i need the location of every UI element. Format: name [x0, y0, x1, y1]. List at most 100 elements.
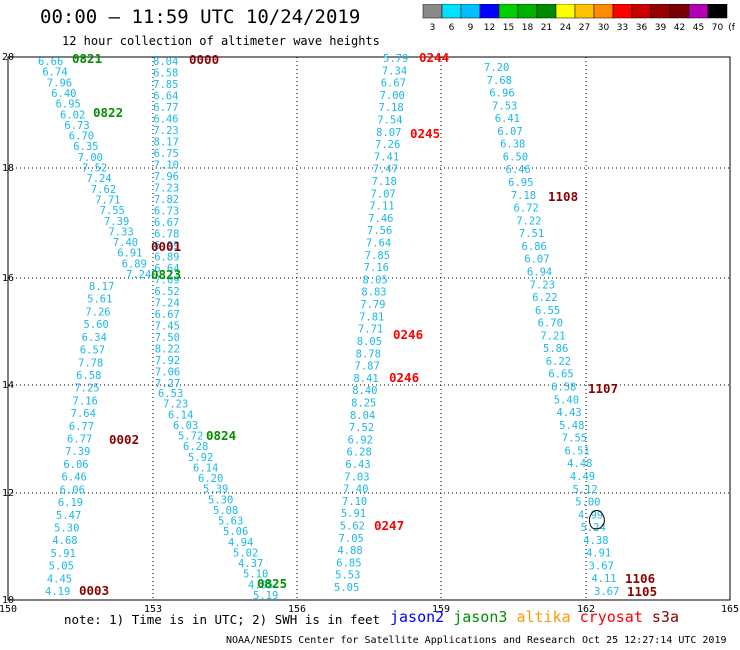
wave-height-value: 7.85	[153, 79, 178, 91]
wave-height-value: 6.58	[153, 68, 178, 80]
wave-height-value: 7.05	[339, 533, 364, 545]
note-text: note: 1) Time is in UTC; 2) SWH is in fe…	[64, 612, 381, 627]
scale-swatch	[441, 4, 462, 19]
wave-height-value: 5.86	[543, 343, 568, 355]
wave-height-value: 6.74	[42, 67, 67, 79]
wave-height-value: 4.38	[583, 535, 608, 547]
wave-height-value: 6.52	[154, 286, 179, 298]
wave-height-value: 5.91	[341, 508, 366, 520]
wave-height-value: 6.20	[198, 473, 223, 485]
pass-label: 0244	[419, 50, 449, 65]
wave-height-value: 6.55	[535, 305, 560, 317]
wave-height-value: 7.68	[487, 75, 512, 87]
scale-label: 24	[560, 23, 572, 33]
pass-label: 0002	[109, 432, 139, 447]
wave-height-value: 7.00	[380, 90, 405, 102]
wave-height-value: 5.05	[49, 561, 74, 573]
wave-height-value: 6.92	[348, 434, 373, 446]
pass-label: 0246	[393, 327, 423, 342]
scale-swatch	[498, 4, 519, 19]
scale-swatch	[650, 4, 671, 19]
scale-swatch	[555, 4, 576, 19]
pass-label: 0246	[389, 370, 419, 385]
wave-height-value: 8.17	[89, 281, 114, 293]
wave-height-value: 7.79	[360, 299, 385, 311]
wave-height-value: 5.63	[218, 516, 243, 528]
wave-height-value: 5.24	[581, 522, 606, 534]
legend-cryosat: cryosat	[579, 608, 643, 626]
wave-height-value: 7.24	[126, 269, 151, 281]
wave-height-value: 7.27	[155, 378, 180, 390]
pass-label: 1107	[588, 381, 618, 396]
wave-height-value: 7.10	[342, 496, 367, 508]
wave-height-value: 6.65	[548, 369, 573, 381]
wave-height-value: 7.20	[484, 62, 509, 74]
wave-height-value: 7.39	[104, 216, 129, 228]
scale-swatch	[536, 4, 557, 19]
wave-height-value: 7.55	[100, 205, 125, 217]
legend-altika: altika	[516, 608, 571, 626]
wave-height-value: 5.40	[554, 394, 579, 406]
satellite-legend: jason2 jason3 altika cryosat s3a	[390, 608, 679, 626]
y-tick-label: 16	[2, 273, 14, 284]
wave-height-value: 8.05	[362, 274, 387, 286]
wave-height-value: 6.03	[173, 420, 198, 432]
scale-label: 18	[522, 23, 534, 33]
wave-height-value: 6.94	[527, 266, 552, 278]
scale-label: 3	[430, 23, 436, 33]
wave-height-value: 6.50	[503, 151, 528, 163]
y-tick-label: 14	[2, 380, 14, 391]
wave-height-value: 6.85	[336, 557, 361, 569]
wave-height-value: 7.51	[519, 228, 544, 240]
scale-label: 36	[636, 23, 648, 33]
wave-height-value: 7.56	[367, 225, 392, 237]
pass-label: 0822	[93, 105, 123, 120]
y-tick-label: 20	[2, 52, 14, 63]
wave-height-value: 3.67	[594, 586, 619, 598]
wave-height-value: 6.95	[508, 177, 533, 189]
wave-height-value: 6.91	[117, 248, 142, 260]
wave-height-value: 4.19	[45, 586, 70, 598]
wave-height-value: 6.14	[168, 409, 193, 421]
wave-height-value: 6.89	[122, 258, 147, 270]
wave-height-value: 6.38	[500, 139, 525, 151]
wave-height-value: 7.11	[369, 201, 394, 213]
wave-height-value: 5.72	[178, 431, 203, 443]
scale-label: 33	[617, 23, 628, 33]
scale-label: 9	[468, 23, 474, 33]
wave-height-value: 7.22	[516, 215, 541, 227]
pass-label: 1106	[625, 571, 655, 586]
wave-height-value: 6.19	[58, 497, 83, 509]
wave-height-value: 4.99	[578, 509, 603, 521]
wave-height-value: 8.17	[154, 137, 179, 149]
scale-label: 45	[693, 23, 704, 33]
x-tick-label: 165	[721, 604, 739, 615]
wave-height-value: 7.23	[153, 125, 178, 137]
map-frame	[7, 56, 731, 601]
wave-height-value: 6.28	[183, 441, 208, 453]
wave-height-value: 7.16	[364, 262, 389, 274]
wave-height-value: 6.46	[153, 114, 178, 126]
wave-height-value: 6.46	[62, 472, 87, 484]
wave-height-value: 4.88	[337, 545, 362, 557]
scale-swatch	[612, 4, 633, 19]
wave-height-value: 7.81	[359, 311, 384, 323]
wave-height-value: 7.46	[368, 213, 393, 225]
wave-height-value: 7.50	[155, 332, 180, 344]
wave-height-value: 8.05	[357, 336, 382, 348]
wave-height-value: 6.77	[67, 434, 92, 446]
wave-height-value: 7.54	[377, 115, 402, 127]
pass-label: 1108	[548, 189, 578, 204]
wave-height-value: 6.07	[524, 254, 549, 266]
wave-height-value: 6.67	[381, 78, 406, 90]
pass-label: 0247	[374, 518, 404, 533]
wave-height-value: 8.22	[155, 344, 180, 356]
wave-height-value: 7.47	[373, 164, 398, 176]
wave-height-value: 7.18	[378, 102, 403, 114]
map-title: 00:00 – 11:59 UTC 10/24/2019	[40, 6, 361, 28]
wave-height-value: 6.77	[69, 421, 94, 433]
legend-jason2: jason2	[390, 608, 445, 626]
wave-height-value: 5.53	[335, 570, 360, 582]
wave-height-value: 4.43	[556, 407, 581, 419]
